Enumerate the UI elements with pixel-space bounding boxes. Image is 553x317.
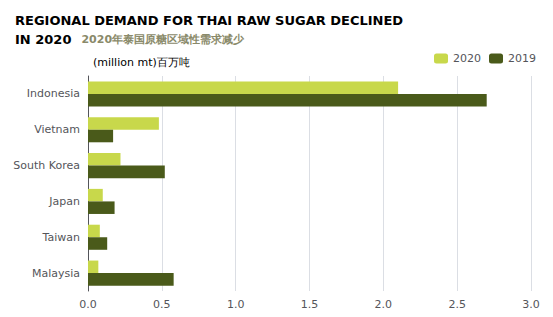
svg-text:3.0: 3.0 xyxy=(522,298,540,311)
svg-text:1.0: 1.0 xyxy=(227,298,245,311)
svg-text:South Korea: South Korea xyxy=(13,159,80,172)
svg-text:0.5: 0.5 xyxy=(153,298,171,311)
svg-text:2020: 2020 xyxy=(453,52,481,65)
svg-text:2020年泰国原糖区域性需求减少: 2020年泰国原糖区域性需求减少 xyxy=(81,33,245,46)
svg-text:Taiwan: Taiwan xyxy=(42,231,80,244)
svg-text:(million mt)百万吨: (million mt)百万吨 xyxy=(93,56,190,69)
svg-text:REGIONAL DEMAND FOR THAI RAW S: REGIONAL DEMAND FOR THAI RAW SUGAR DECLI… xyxy=(15,13,403,28)
svg-text:2.5: 2.5 xyxy=(448,298,466,311)
svg-text:Vietnam: Vietnam xyxy=(34,123,80,136)
svg-text:0.0: 0.0 xyxy=(79,298,97,311)
svg-text:Japan: Japan xyxy=(48,195,80,208)
svg-text:1.5: 1.5 xyxy=(301,298,319,311)
svg-text:2019: 2019 xyxy=(508,52,536,65)
svg-text:IN 2020: IN 2020 xyxy=(15,32,71,47)
svg-text:Malaysia: Malaysia xyxy=(32,267,80,280)
svg-text:2.0: 2.0 xyxy=(375,298,393,311)
svg-text:Indonesia: Indonesia xyxy=(27,87,80,100)
